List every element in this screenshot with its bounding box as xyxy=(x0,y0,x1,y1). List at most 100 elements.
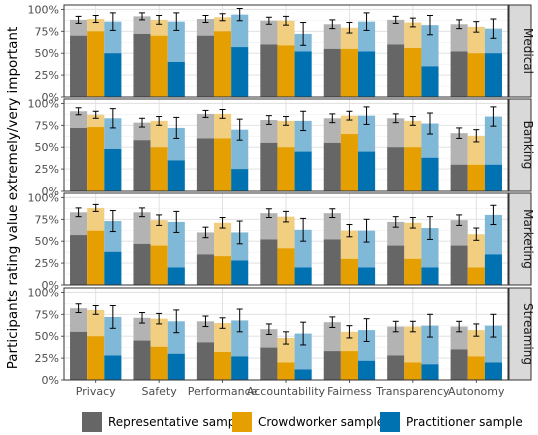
bar-extremely-important xyxy=(421,66,439,97)
y-tick-label: 0% xyxy=(42,91,59,104)
bar-very-important xyxy=(231,232,249,261)
bar-very-important xyxy=(104,118,122,149)
y-tick-label: 100% xyxy=(28,3,59,16)
bar-extremely-important xyxy=(387,147,405,191)
bar-extremely-important xyxy=(87,336,105,380)
y-tick-label: 25% xyxy=(35,163,59,176)
bar-extremely-important xyxy=(450,349,468,380)
bar-very-important xyxy=(294,229,312,268)
bar-very-important xyxy=(421,123,439,158)
facet-label-streaming: Streaming xyxy=(521,303,535,365)
bar-extremely-important xyxy=(387,245,405,285)
bar-very-important xyxy=(260,20,278,45)
bar-extremely-important xyxy=(323,239,341,285)
bar-extremely-important xyxy=(150,245,168,285)
bar-very-important xyxy=(167,127,185,161)
bar-extremely-important xyxy=(133,243,151,285)
bar-very-important xyxy=(294,333,312,370)
panel-marketing: 0% 25% 50% 75% 100% Marketing xyxy=(28,191,535,292)
y-tick-label: 50% xyxy=(35,235,59,248)
y-tick-label: 0% xyxy=(42,374,59,387)
facet-strip xyxy=(508,287,532,381)
bar-extremely-important xyxy=(231,47,249,97)
bar-extremely-important xyxy=(277,147,295,191)
bar-very-important xyxy=(357,330,376,361)
bar-very-important xyxy=(104,21,122,54)
bar-very-important xyxy=(214,17,232,32)
bar-extremely-important xyxy=(357,267,376,285)
facet-label-medical: Medical xyxy=(521,28,535,74)
bar-very-important xyxy=(323,118,341,143)
legend-swatch xyxy=(232,412,252,432)
bar-very-important xyxy=(357,230,376,268)
bar-extremely-important xyxy=(260,239,278,285)
bar-extremely-important xyxy=(404,147,422,191)
bar-extremely-important xyxy=(231,169,249,191)
bar-extremely-important xyxy=(167,160,185,191)
bar-very-important xyxy=(196,19,215,36)
bar-very-important xyxy=(87,114,105,128)
bar-very-important xyxy=(277,216,295,249)
y-tick-label: 25% xyxy=(35,352,59,365)
y-tick-label: 75% xyxy=(35,25,59,38)
bar-very-important xyxy=(196,321,215,343)
y-tick-label: 50% xyxy=(35,141,59,154)
bar-extremely-important xyxy=(404,258,422,285)
bar-extremely-important xyxy=(104,148,122,191)
bar-extremely-important xyxy=(150,147,168,191)
y-axis-title: Participants rating value extremely/very… xyxy=(5,27,21,370)
bar-very-important xyxy=(467,234,485,268)
bar-extremely-important xyxy=(260,44,278,97)
bar-very-important xyxy=(150,220,168,246)
bar-extremely-important xyxy=(196,138,215,191)
bar-extremely-important xyxy=(70,127,88,191)
bar-very-important xyxy=(70,212,88,236)
panel-medical: 0% 25% 50% 75% 100% Medical xyxy=(28,3,535,104)
y-tick-label: 25% xyxy=(35,257,59,270)
bar-very-important xyxy=(133,16,151,34)
x-tick-label: Privacy xyxy=(76,385,116,398)
bar-extremely-important xyxy=(70,35,88,97)
bar-very-important xyxy=(404,120,422,148)
bar-extremely-important xyxy=(421,364,439,380)
bar-very-important xyxy=(484,214,502,255)
bar-very-important xyxy=(260,329,278,348)
bar-very-important xyxy=(104,221,122,252)
bar-extremely-important xyxy=(340,48,358,97)
bar-extremely-important xyxy=(387,355,405,380)
bar-extremely-important xyxy=(357,360,376,380)
bar-very-important xyxy=(357,21,376,52)
bar-extremely-important xyxy=(484,362,502,380)
bar-extremely-important xyxy=(421,267,439,285)
bar-extremely-important xyxy=(167,353,185,380)
bar-extremely-important xyxy=(214,31,232,98)
bar-extremely-important xyxy=(467,53,485,97)
bar-very-important xyxy=(421,228,439,268)
bar-very-important xyxy=(404,326,422,363)
bar-very-important xyxy=(467,330,485,357)
bar-very-important xyxy=(357,115,376,152)
x-tick-label: Fairness xyxy=(327,385,372,398)
bar-extremely-important xyxy=(323,142,341,191)
bar-very-important xyxy=(467,135,485,165)
bar-very-important xyxy=(484,325,502,363)
bar-extremely-important xyxy=(450,245,468,285)
bar-extremely-important xyxy=(340,134,358,191)
bar-very-important xyxy=(196,113,215,139)
bar-extremely-important xyxy=(294,267,312,285)
bar-very-important xyxy=(214,222,232,257)
bar-very-important xyxy=(87,309,105,337)
y-tick-label: 100% xyxy=(28,191,59,204)
x-tick-label: Safety xyxy=(142,385,178,398)
bar-extremely-important xyxy=(467,267,485,285)
bar-extremely-important xyxy=(150,346,168,380)
bar-very-important xyxy=(294,120,312,152)
bar-very-important xyxy=(70,111,88,128)
bar-extremely-important xyxy=(87,31,105,98)
bar-very-important xyxy=(484,116,502,165)
bar-extremely-important xyxy=(484,254,502,285)
y-tick-label: 100% xyxy=(28,286,59,299)
x-tick-label: Performance xyxy=(188,385,258,398)
bar-extremely-important xyxy=(467,164,485,191)
x-tick-label: Autonomy xyxy=(448,385,505,398)
